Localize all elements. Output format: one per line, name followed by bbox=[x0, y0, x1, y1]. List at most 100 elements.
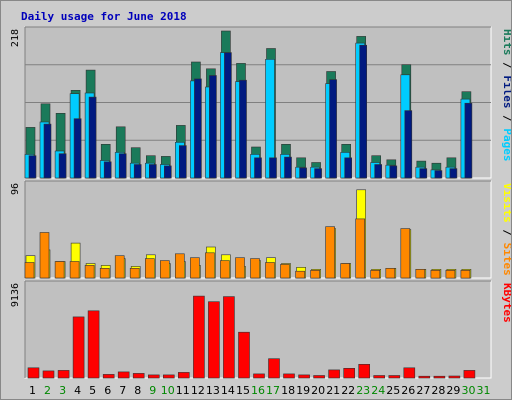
day-label: 17 bbox=[266, 384, 280, 397]
panel-kbytes: 9136 KBytes bbox=[10, 280, 511, 379]
bar-pages-day-3 bbox=[58, 153, 67, 179]
bar-kbytes-day-7 bbox=[117, 371, 130, 379]
day-label: 29 bbox=[446, 384, 460, 397]
panel-series-labels: KBytes bbox=[501, 283, 511, 323]
bar-sites-day-25 bbox=[385, 267, 396, 279]
bar-pages-day-11 bbox=[179, 145, 187, 179]
bar-kbytes-day-19 bbox=[298, 374, 310, 379]
panel-max-label: 96 bbox=[10, 183, 21, 195]
bar-pages-day-10 bbox=[164, 165, 172, 179]
bar-sites-day-11 bbox=[175, 253, 185, 279]
bar-kbytes-day-18 bbox=[283, 373, 295, 379]
bar-pages-day-2 bbox=[43, 123, 52, 179]
bar-pages-day-25 bbox=[389, 165, 398, 179]
day-label: 1 bbox=[29, 384, 36, 397]
bar-sites-day-15 bbox=[235, 257, 245, 279]
bar-pages-day-27 bbox=[419, 168, 428, 179]
bar-sites-day-23 bbox=[355, 218, 366, 279]
bar-kbytes-day-28 bbox=[433, 375, 446, 379]
day-label: 21 bbox=[326, 384, 340, 397]
bar-sites-day-17 bbox=[265, 262, 275, 279]
bar-sites-day-28 bbox=[430, 269, 441, 279]
day-label: 6 bbox=[104, 384, 111, 397]
day-label: 12 bbox=[191, 384, 205, 397]
day-label: 18 bbox=[281, 384, 295, 397]
series-label: KBytes bbox=[501, 283, 511, 323]
bar-kbytes-day-8 bbox=[132, 373, 145, 379]
bar-sites-day-4 bbox=[69, 261, 80, 279]
bar-kbytes-day-17 bbox=[268, 358, 280, 379]
day-label: 9 bbox=[149, 384, 156, 397]
day-label: 14 bbox=[221, 384, 235, 397]
bar-kbytes-day-15 bbox=[238, 331, 250, 379]
day-axis-labels: 1 2 3 4 5 6 7 8 9 10 11 12 13 14 15 16 17 18 19 20 21 22 23 24 2… bbox=[29, 384, 491, 397]
bar-pages-day-4 bbox=[73, 118, 82, 179]
series-sites bbox=[24, 218, 471, 279]
bar-kbytes-day-30 bbox=[463, 370, 476, 379]
bar-sites-day-8 bbox=[129, 267, 140, 279]
day-label: 13 bbox=[206, 384, 220, 397]
day-label: 30 bbox=[462, 384, 476, 397]
bar-kbytes-day-3 bbox=[57, 370, 70, 379]
bar-pages-day-30 bbox=[464, 102, 473, 179]
bar-kbytes-day-4 bbox=[72, 316, 85, 379]
bar-sites-day-14 bbox=[220, 260, 230, 279]
bar-pages-day-19 bbox=[299, 167, 307, 179]
bar-kbytes-day-1 bbox=[27, 367, 40, 379]
bar-kbytes-day-23 bbox=[358, 363, 371, 379]
bar-pages-day-20 bbox=[314, 168, 322, 179]
series-label: / bbox=[501, 109, 511, 129]
bar-sites-day-16 bbox=[250, 258, 260, 279]
bar-kbytes-day-21 bbox=[328, 369, 340, 379]
bar-sites-day-19 bbox=[295, 270, 305, 279]
day-label: 23 bbox=[356, 384, 370, 397]
chart-title: Daily usage for June 2018 bbox=[21, 10, 187, 23]
panel-max-label: 218 bbox=[10, 29, 21, 47]
day-label: 4 bbox=[74, 384, 81, 397]
day-label: 10 bbox=[161, 384, 175, 397]
bar-sites-day-5 bbox=[84, 265, 95, 279]
bar-sites-day-12 bbox=[190, 257, 200, 279]
day-label: 22 bbox=[341, 384, 355, 397]
bar-sites-day-30 bbox=[460, 269, 471, 279]
bar-pages-day-9 bbox=[149, 164, 157, 179]
bar-kbytes-day-29 bbox=[448, 375, 461, 379]
bar-sites-day-1 bbox=[24, 262, 35, 279]
day-label: 27 bbox=[416, 384, 430, 397]
bar-kbytes-day-11 bbox=[178, 372, 190, 379]
bar-sites-day-24 bbox=[370, 269, 381, 279]
series-kbytes bbox=[27, 295, 476, 379]
series-label: / bbox=[501, 56, 511, 76]
bar-sites-day-21 bbox=[325, 226, 335, 279]
panel-visits: 96 Visits / Sites bbox=[10, 180, 511, 279]
series-label: Sites bbox=[501, 243, 511, 276]
bar-pages-day-22 bbox=[344, 157, 353, 179]
bar-pages-day-29 bbox=[449, 168, 458, 179]
day-label: 8 bbox=[134, 384, 141, 397]
bar-kbytes-day-22 bbox=[343, 367, 356, 379]
day-label: 15 bbox=[236, 384, 250, 397]
bar-pages-day-26 bbox=[404, 110, 413, 179]
bar-kbytes-day-16 bbox=[253, 373, 265, 379]
bar-sites-day-20 bbox=[310, 269, 320, 279]
bar-sites-day-7 bbox=[114, 255, 125, 279]
series-label: Files bbox=[501, 75, 511, 108]
bar-kbytes-day-26 bbox=[403, 367, 416, 379]
panel-usage: 218 Hits / Files / Pages bbox=[10, 26, 511, 179]
bar-pages-day-23 bbox=[359, 44, 368, 179]
bar-sites-day-2 bbox=[39, 232, 50, 279]
bar-pages-day-12 bbox=[194, 78, 202, 179]
bar-sites-day-9 bbox=[145, 258, 155, 279]
bar-kbytes-day-9 bbox=[148, 374, 160, 379]
bar-kbytes-day-20 bbox=[313, 375, 325, 379]
bar-pages-day-15 bbox=[239, 79, 247, 179]
bar-pages-day-24 bbox=[374, 164, 383, 179]
bar-kbytes-day-6 bbox=[102, 374, 115, 379]
series-label: Pages bbox=[501, 128, 511, 161]
bar-sites-day-26 bbox=[400, 228, 411, 279]
series-label: Hits bbox=[501, 29, 511, 56]
bar-pages-day-18 bbox=[284, 156, 292, 179]
